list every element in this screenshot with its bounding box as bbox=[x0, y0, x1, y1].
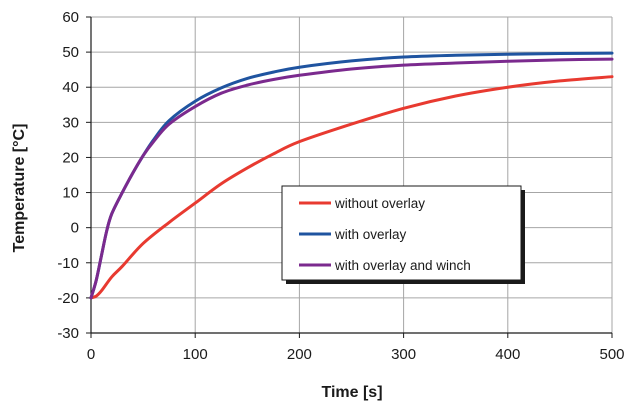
y-axis-title: Temperature [°C] bbox=[11, 124, 28, 253]
y-tick-label: 50 bbox=[62, 44, 79, 61]
y-tick-label: -20 bbox=[57, 290, 79, 307]
x-tick-label: 200 bbox=[287, 346, 312, 363]
legend-label-3: with overlay and winch bbox=[334, 258, 471, 273]
y-tick-label: 60 bbox=[62, 9, 79, 26]
data-series bbox=[89, 51, 614, 300]
axes bbox=[86, 16, 613, 338]
y-tick-label: 30 bbox=[62, 114, 79, 131]
grid-lines bbox=[91, 16, 613, 333]
x-tick-label: 500 bbox=[599, 346, 624, 363]
y-tick-label: 10 bbox=[62, 185, 79, 202]
x-tick-label: 0 bbox=[87, 346, 95, 363]
series-line-1 bbox=[89, 75, 614, 300]
y-tick-label: 40 bbox=[62, 79, 79, 96]
x-tick-label: 300 bbox=[391, 346, 416, 363]
y-tick-label: 20 bbox=[62, 149, 79, 166]
plot-area bbox=[91, 17, 612, 333]
tick-labels: -30 -20 -10 0 10 20 30 40 50 60 0 100 200 300 400 500 bbox=[57, 9, 624, 363]
legend-label-1: without overlay bbox=[334, 196, 425, 211]
legend: without overlay with overlay with overlay … bbox=[281, 185, 525, 284]
series-line-3 bbox=[89, 57, 614, 300]
x-tick-label: 400 bbox=[495, 346, 520, 363]
y-tick-label: -30 bbox=[57, 325, 79, 342]
legend-label-2: with overlay bbox=[334, 227, 407, 242]
x-axis-title: Time [s] bbox=[321, 384, 382, 401]
y-tick-label: -10 bbox=[57, 255, 79, 272]
y-tick-label: 0 bbox=[71, 220, 79, 237]
x-tick-label: 100 bbox=[183, 346, 208, 363]
